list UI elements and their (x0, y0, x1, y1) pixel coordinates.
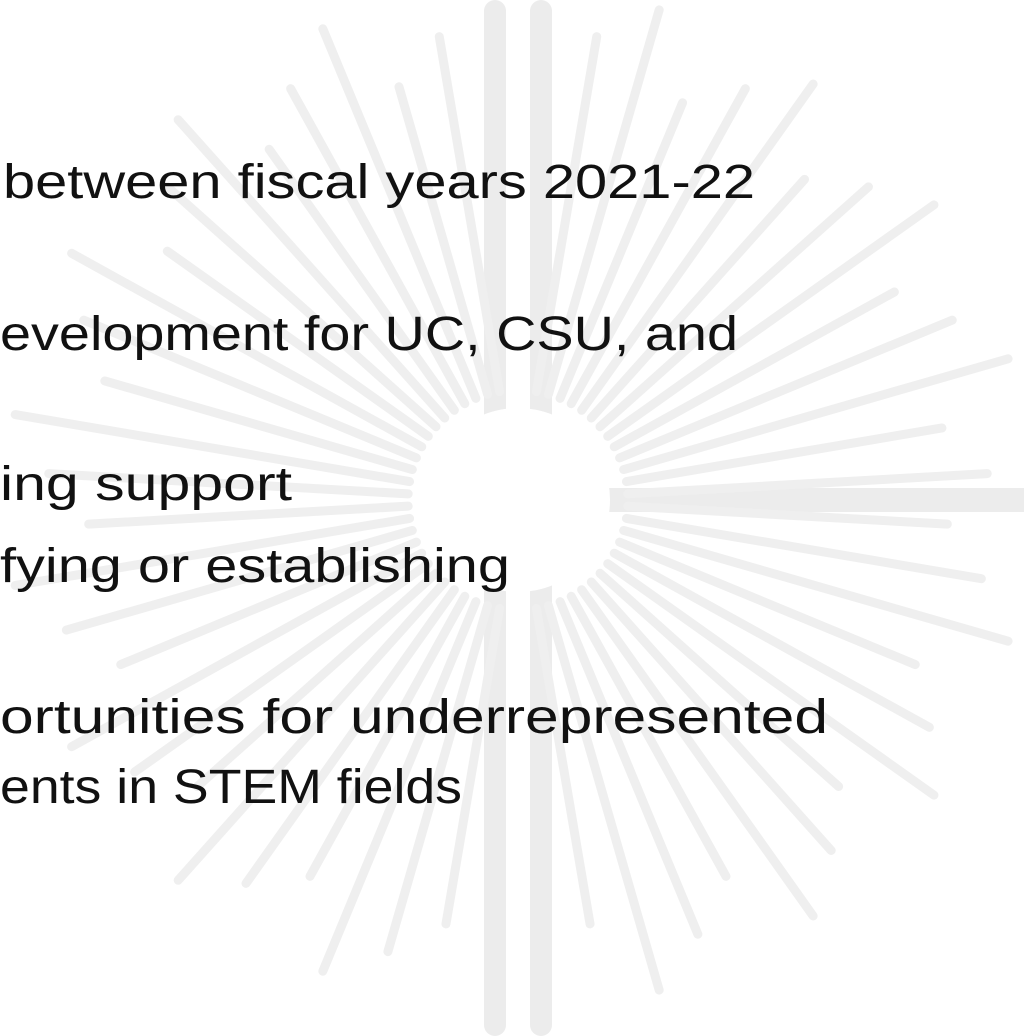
ray (163, 182, 441, 432)
ray (383, 601, 493, 957)
ray (531, 32, 602, 397)
ray (173, 115, 450, 423)
ray (543, 601, 664, 995)
ray (100, 376, 417, 475)
ray (394, 82, 493, 399)
ray (162, 246, 433, 441)
ray (619, 525, 1013, 646)
center-circle (426, 408, 610, 592)
ray (84, 501, 413, 529)
ray (621, 513, 986, 584)
ray (130, 559, 433, 777)
ray (595, 568, 844, 792)
ray (586, 577, 836, 855)
ray (555, 597, 703, 939)
ray (566, 84, 750, 409)
text-line: ortunities for underrepresented (0, 691, 828, 744)
ray (609, 548, 934, 732)
ray (577, 585, 818, 921)
ray (441, 603, 505, 929)
ray (623, 501, 952, 529)
ray (621, 423, 947, 487)
ray (318, 597, 481, 976)
ray (615, 537, 920, 670)
ray (305, 591, 470, 881)
ray (603, 200, 939, 441)
ray (555, 98, 688, 403)
text-line: between fiscal years 2021-22 (3, 156, 755, 209)
ray (241, 585, 459, 888)
ray (586, 174, 810, 423)
text-line: fying or establishing (0, 540, 510, 593)
ray (79, 315, 421, 463)
ray (61, 525, 417, 635)
ray (116, 537, 421, 670)
ray (603, 559, 939, 800)
ray (10, 410, 415, 487)
ray (192, 568, 441, 792)
ray (615, 315, 957, 463)
text-block: between fiscal years 2021-22 evelopment … (0, 156, 828, 814)
ray (318, 24, 481, 403)
ray (44, 469, 413, 499)
ray (609, 287, 899, 452)
ray (173, 577, 450, 885)
ray (566, 591, 731, 881)
ray (67, 548, 427, 752)
text-line: ents in STEM fields (0, 761, 462, 814)
ray (434, 32, 505, 397)
ray (264, 144, 459, 415)
ray (531, 603, 595, 929)
ray (577, 79, 818, 415)
ray (286, 84, 470, 409)
ray (595, 182, 873, 432)
ray (67, 248, 427, 452)
ray (623, 469, 992, 499)
sunburst-decoration (10, 0, 1024, 1036)
ray (619, 354, 1013, 475)
text-line: ing support (0, 458, 292, 511)
ray (10, 513, 415, 590)
text-line: evelopment for UC, CSU, and (0, 308, 738, 361)
ray (543, 5, 664, 399)
